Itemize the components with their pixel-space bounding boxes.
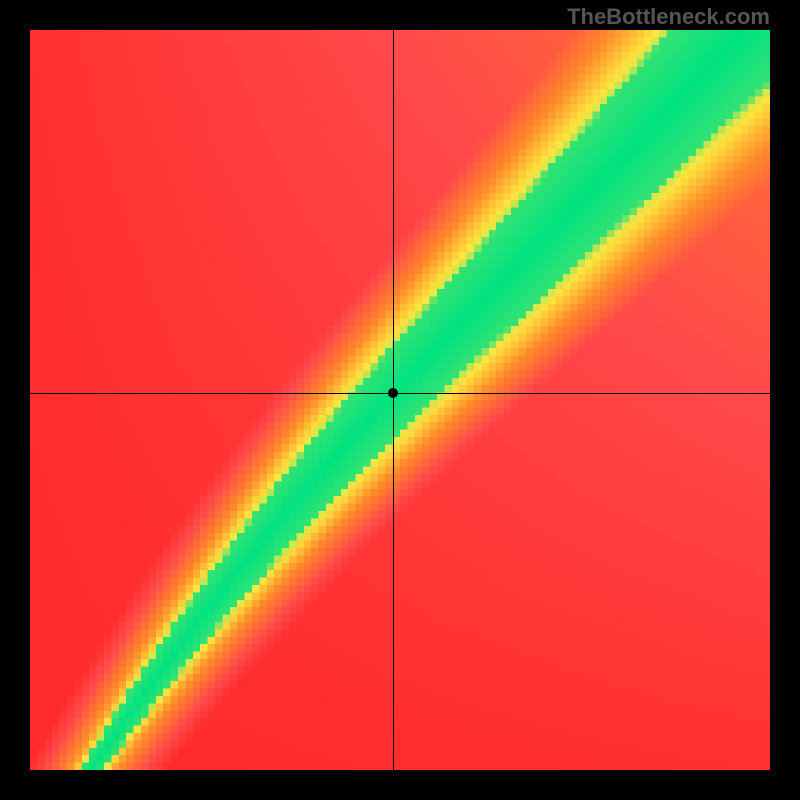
marker-point xyxy=(388,388,398,398)
chart-container: { "attribution": { "text": "TheBottlenec… xyxy=(0,0,800,800)
heatmap-plot xyxy=(30,30,770,770)
attribution-label: TheBottleneck.com xyxy=(567,4,770,30)
crosshair-vertical xyxy=(393,30,394,770)
crosshair-horizontal xyxy=(30,393,770,394)
heatmap-canvas xyxy=(30,30,770,770)
